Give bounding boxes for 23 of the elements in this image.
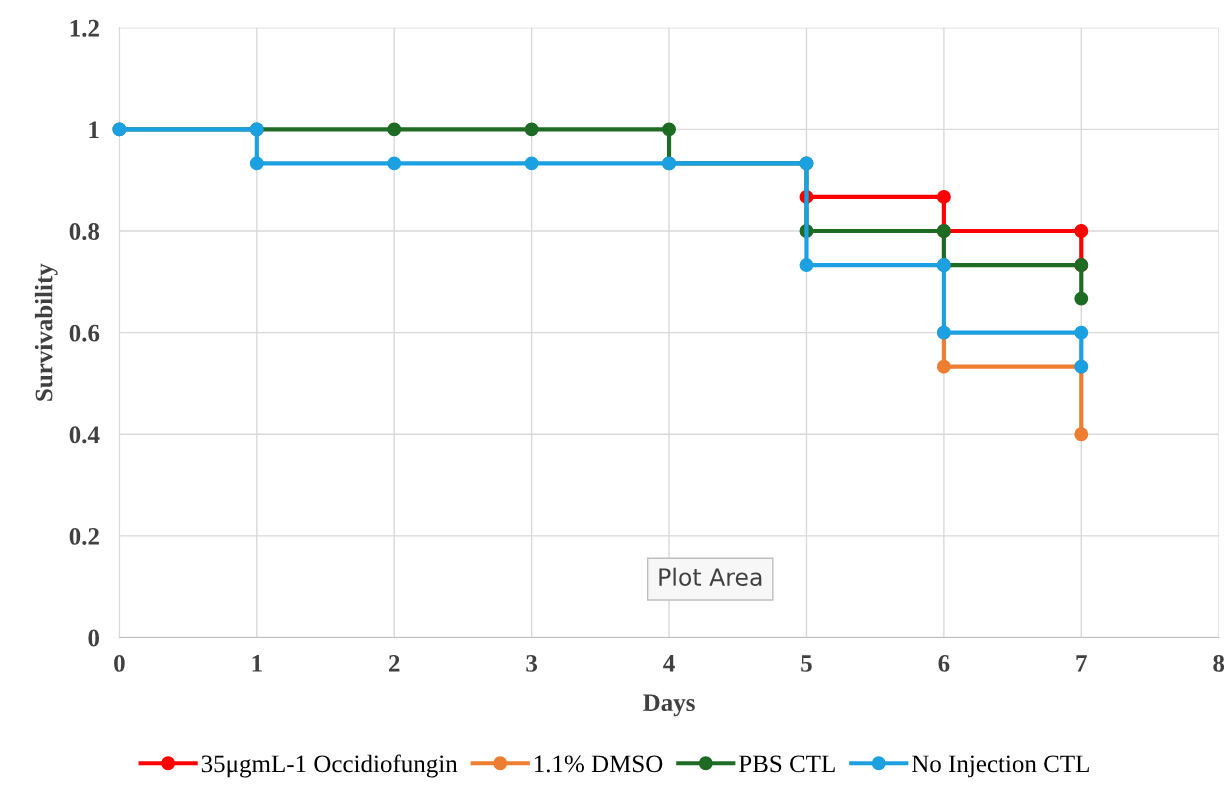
legend-label: PBS CTL	[739, 755, 835, 773]
legend-label: 35μgmL-1 Occidiofungin	[201, 754, 458, 778]
x-tick-label: 0	[114, 654, 125, 672]
legend-label: No Injection CTL	[911, 755, 1089, 778]
y-tick-label: 0.2	[69, 527, 99, 545]
y-tick-label: 1.2	[70, 19, 99, 37]
y-tick-label: 0.8	[69, 223, 100, 241]
legend-label: 1.1% DMSO	[534, 755, 663, 773]
y-tick-label: 0.6	[69, 324, 100, 342]
y-tick-label: 1	[89, 121, 99, 139]
x-tick-label: 3	[526, 655, 538, 672]
x-tick-label: 8	[1213, 654, 1225, 672]
x-tick-label: 2	[389, 655, 400, 672]
y-axis-title: Survivability	[34, 263, 58, 401]
x-tick-label: 5	[801, 655, 812, 672]
x-axis-title: Days	[643, 694, 695, 717]
x-tick-label: 6	[938, 655, 950, 672]
x-tick-label: 4	[663, 655, 675, 672]
x-tick-label: 1	[252, 655, 262, 672]
annotation: Plot Area	[659, 567, 762, 586]
x-tick-label: 7	[1076, 655, 1087, 672]
y-tick-label: 0	[88, 629, 100, 647]
y-tick-label: 0.4	[69, 426, 100, 444]
